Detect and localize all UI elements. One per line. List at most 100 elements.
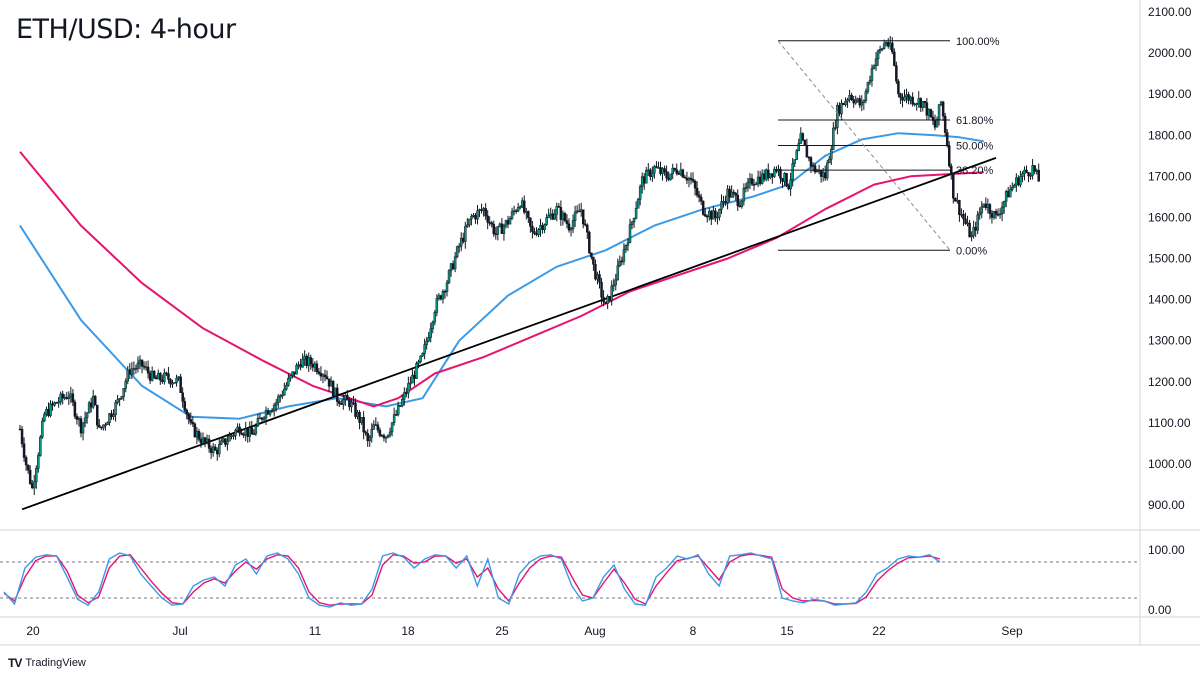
candle-up [748, 178, 752, 183]
candle-down [490, 222, 493, 225]
price-tick-label: 1500.00 [1148, 252, 1192, 266]
candle-down [785, 173, 788, 186]
candle-up [722, 200, 725, 203]
candle-down [588, 231, 591, 254]
candle-down [462, 237, 465, 242]
candle-up [85, 412, 89, 419]
candle-down [506, 220, 510, 225]
candle-up [272, 404, 276, 411]
price-axis[interactable]: 2100.00 2000.00 1900.00 1800.00 1700.00 1600.… [1148, 5, 1192, 512]
stochastic-pane[interactable]: 100.00 0.00 [0, 543, 1185, 617]
candle-up [616, 265, 620, 281]
candle-down [819, 169, 823, 177]
candle-up [657, 167, 660, 169]
candle-up [610, 285, 613, 301]
candle-up [978, 212, 981, 216]
candle-up [555, 206, 559, 215]
price-tick-label: 2100.00 [1148, 5, 1192, 19]
candle-down [807, 156, 811, 159]
candle-up [218, 444, 221, 455]
candle-up [126, 369, 130, 382]
candle-up [87, 402, 91, 414]
candle-down [191, 421, 195, 425]
fib-level-label: 0.00% [956, 245, 987, 257]
candle-up [510, 211, 514, 219]
candle-up [795, 150, 798, 160]
brand-label: TradingView [25, 657, 86, 669]
candle-down [758, 176, 762, 184]
candle-down [685, 177, 689, 181]
candle-up [248, 427, 252, 437]
candle-down [413, 374, 416, 379]
candle-down [179, 376, 182, 393]
candle-up [372, 424, 376, 430]
candle-down [266, 410, 270, 415]
candle-up [407, 383, 410, 394]
candle-down [73, 401, 77, 417]
candle-down [752, 184, 756, 186]
candle-down [335, 387, 339, 402]
fib-diagonal [777, 40, 951, 251]
candle-up [856, 98, 859, 101]
candle-down [189, 419, 193, 423]
candle-down [590, 252, 593, 258]
candle-down [305, 355, 308, 366]
candle-up [437, 295, 441, 299]
candle-down [620, 260, 624, 263]
candle-down [439, 295, 443, 300]
candle-up [773, 169, 776, 177]
candle-down [923, 101, 927, 103]
candle-up [573, 211, 577, 221]
candle-up [264, 410, 268, 419]
candle-up [966, 222, 969, 225]
candle-up [508, 218, 512, 225]
candle-down [240, 432, 243, 435]
candle-up [756, 176, 760, 185]
candle-up [258, 417, 262, 420]
fibonacci-retracement[interactable]: 100.00% 61.80% 50.00% 38.20% 0.00% [777, 36, 1000, 258]
candle-down [311, 363, 315, 368]
candle-up [77, 418, 81, 420]
candle-down [260, 417, 264, 420]
candle-up [860, 102, 864, 106]
candle-up [626, 242, 630, 246]
candle-up [1023, 169, 1026, 175]
candle-down [801, 133, 805, 141]
candle-down [98, 424, 101, 428]
candle-up [1008, 189, 1012, 198]
candle-down [559, 207, 563, 220]
candle-down [693, 180, 697, 189]
candle-down [703, 214, 707, 217]
candle-up [836, 105, 839, 128]
candle-up [939, 101, 943, 105]
candle-up [1002, 200, 1006, 208]
candle-up [455, 246, 459, 258]
candle-down [96, 404, 99, 426]
price-tick-label: 1300.00 [1148, 334, 1192, 348]
candle-up [419, 355, 422, 363]
candle-up [638, 186, 642, 200]
candle-down [93, 395, 97, 406]
ascending-trendline[interactable] [21, 156, 997, 511]
candle-down [787, 185, 790, 190]
candle-up [108, 413, 111, 423]
candle-down [209, 448, 213, 454]
time-axis[interactable]: 20 Jul 11 18 25 Aug 8 15 22 Sep [26, 624, 1023, 638]
candle-down [701, 200, 705, 215]
candle-down [514, 210, 518, 212]
tradingview-brand[interactable]: TV TradingView [8, 656, 86, 670]
candle-up [909, 96, 912, 101]
candle-down [724, 200, 727, 204]
candle-up [862, 100, 866, 103]
candle-down [165, 372, 168, 375]
candle-up [425, 340, 428, 345]
candle-down [529, 217, 532, 227]
candle-up [537, 229, 540, 235]
candle-up [150, 371, 154, 381]
candle-up [754, 183, 758, 186]
candle-up [632, 217, 636, 223]
candle-up [970, 235, 973, 238]
candle-down [655, 166, 658, 168]
time-tick-label: 11 [309, 624, 322, 638]
